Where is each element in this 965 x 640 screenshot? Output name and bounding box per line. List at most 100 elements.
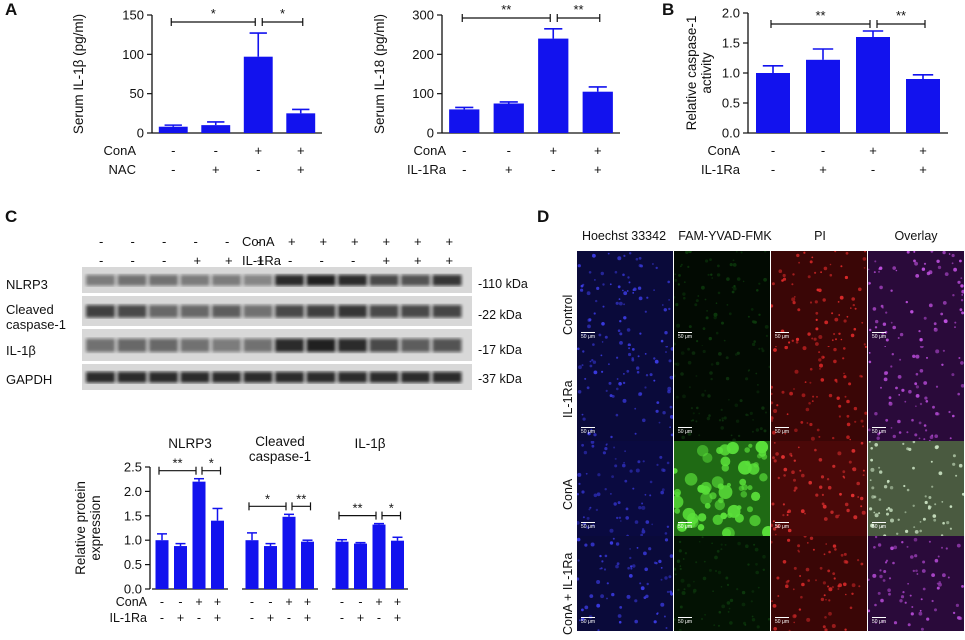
- cell-nucleus: [737, 434, 741, 438]
- cell-nucleus: [592, 253, 595, 256]
- cell-nucleus: [907, 583, 909, 585]
- cell-nucleus: [581, 490, 585, 494]
- cell-nucleus: [873, 271, 876, 274]
- cell-nucleus: [634, 599, 638, 603]
- cell-nucleus: [697, 445, 709, 457]
- cell-nucleus: [796, 253, 800, 258]
- cell-nucleus: [807, 579, 810, 582]
- cell-nucleus: [577, 347, 580, 351]
- cell-nucleus: [936, 259, 940, 263]
- cell-nucleus: [923, 381, 928, 385]
- cell-nucleus: [720, 548, 723, 551]
- cell-nucleus: [593, 493, 598, 498]
- scale-bar: 50 μm: [678, 427, 692, 435]
- cell-nucleus: [751, 430, 754, 433]
- cell-nucleus: [615, 542, 620, 546]
- lane-sign: -: [288, 253, 293, 268]
- blot-label-il1b: IL-1β: [6, 343, 36, 358]
- panel-label-c: C: [5, 207, 18, 226]
- cell-nucleus: [625, 507, 629, 511]
- cell-nucleus: [827, 485, 832, 490]
- cell-nucleus: [834, 548, 837, 551]
- cell-nucleus: [668, 299, 670, 301]
- cell-nucleus: [664, 576, 668, 580]
- cell-nucleus: [843, 559, 848, 564]
- cell-nucleus: [733, 285, 736, 288]
- cell-nucleus: [886, 508, 888, 511]
- cell-nucleus: [605, 444, 608, 446]
- cell-nucleus: [691, 419, 695, 422]
- cell-nucleus: [589, 360, 592, 363]
- significance-label: *: [265, 491, 270, 506]
- cell-nucleus: [597, 473, 601, 477]
- cell-nucleus: [593, 370, 598, 375]
- cell-nucleus: [701, 285, 705, 290]
- cell-nucleus: [882, 322, 887, 326]
- cell-nucleus: [771, 385, 774, 389]
- cell-nucleus: [707, 394, 711, 398]
- cell-nucleus: [698, 540, 701, 543]
- cell-nucleus: [844, 502, 849, 507]
- cell-nucleus: [718, 352, 722, 356]
- cell-nucleus: [787, 538, 791, 542]
- cell-nucleus: [741, 602, 746, 607]
- lane-sign: -: [351, 253, 356, 268]
- cell-nucleus: [681, 591, 686, 595]
- condition-sign: -: [160, 595, 164, 609]
- cell-nucleus: [916, 573, 919, 575]
- cell-nucleus: [726, 304, 729, 306]
- condition-label: ConA: [103, 143, 136, 158]
- cell-nucleus: [749, 411, 753, 415]
- y-axis-label: Serum IL-1β (pg/ml): [71, 14, 86, 134]
- scale-bar: 50 μm: [581, 332, 595, 340]
- cell-nucleus: [662, 411, 666, 415]
- cell-nucleus: [832, 572, 836, 575]
- micrograph-image: [577, 252, 671, 346]
- cell-nucleus: [636, 366, 640, 370]
- blot-band: [401, 371, 430, 383]
- cell-nucleus: [688, 251, 692, 254]
- cell-nucleus: [654, 359, 659, 364]
- cell-nucleus: [698, 412, 701, 415]
- cell-nucleus: [870, 523, 875, 528]
- micrograph-tile: 50 μm: [674, 536, 770, 631]
- condition-sign: -: [250, 595, 254, 609]
- cell-nucleus: [641, 529, 646, 534]
- cell-nucleus: [680, 351, 685, 355]
- micrograph-image: [577, 346, 673, 439]
- cell-nucleus: [838, 332, 841, 335]
- condition-sign: +: [394, 611, 401, 625]
- cell-nucleus: [846, 414, 850, 418]
- significance-label: **: [815, 8, 825, 23]
- cell-nucleus: [679, 565, 682, 567]
- cell-nucleus: [624, 450, 626, 453]
- blot-band: [275, 305, 304, 318]
- y-tick-label: 0.5: [124, 557, 142, 572]
- cell-nucleus: [721, 464, 729, 472]
- cell-nucleus: [806, 422, 809, 424]
- cell-nucleus: [928, 303, 933, 308]
- y-tick-label: 100: [412, 86, 434, 101]
- cell-nucleus: [629, 556, 632, 560]
- cell-nucleus: [679, 567, 682, 571]
- cell-nucleus: [843, 319, 847, 323]
- cell-nucleus: [868, 428, 871, 432]
- cell-nucleus: [721, 417, 724, 420]
- cell-nucleus: [763, 277, 767, 282]
- cell-nucleus: [892, 325, 896, 330]
- y-tick-label: 0.0: [124, 582, 142, 597]
- cell-nucleus: [811, 337, 814, 340]
- cell-nucleus: [586, 291, 591, 296]
- cell-nucleus: [863, 343, 866, 346]
- cell-nucleus: [588, 318, 592, 322]
- cell-nucleus: [724, 543, 727, 546]
- cell-nucleus: [744, 623, 747, 626]
- cell-nucleus: [702, 576, 707, 581]
- column-label-fam-yvad: FAM-YVAD-FMK: [678, 229, 772, 243]
- cell-nucleus: [736, 505, 742, 510]
- y-tick-label: 2.5: [124, 460, 142, 475]
- cell-nucleus: [815, 318, 818, 321]
- cell-nucleus: [892, 266, 896, 270]
- cell-nucleus: [952, 454, 956, 458]
- cell-nucleus: [754, 547, 759, 552]
